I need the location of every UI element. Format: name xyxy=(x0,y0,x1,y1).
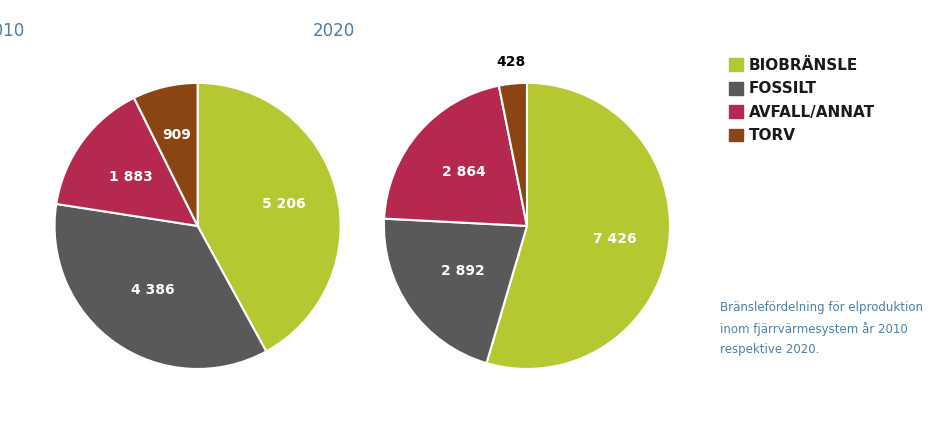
Text: 1 883: 1 883 xyxy=(109,170,152,184)
Text: 909: 909 xyxy=(162,128,191,142)
Wedge shape xyxy=(55,204,266,369)
Text: Bränslefördelning för elproduktion
inom fjärrvärmesystem år 2010
respektive 2020: Bränslefördelning för elproduktion inom … xyxy=(720,301,923,356)
Wedge shape xyxy=(384,219,527,363)
Text: 4 386: 4 386 xyxy=(131,284,174,297)
Text: 2 892: 2 892 xyxy=(441,264,485,278)
Wedge shape xyxy=(499,83,527,226)
Text: 2010: 2010 xyxy=(0,22,25,40)
Wedge shape xyxy=(134,83,198,226)
Text: 5 206: 5 206 xyxy=(262,197,305,211)
Text: 2 864: 2 864 xyxy=(442,165,486,179)
Text: 7 426: 7 426 xyxy=(593,232,636,245)
Wedge shape xyxy=(56,98,198,226)
Text: 2020: 2020 xyxy=(312,22,355,40)
Text: 428: 428 xyxy=(496,55,525,69)
Wedge shape xyxy=(384,85,527,226)
Legend: BIOBRÄNSLE, FOSSILT, AVFALL/ANNAT, TORV: BIOBRÄNSLE, FOSSILT, AVFALL/ANNAT, TORV xyxy=(723,52,881,149)
Wedge shape xyxy=(198,83,341,351)
Wedge shape xyxy=(486,83,670,369)
